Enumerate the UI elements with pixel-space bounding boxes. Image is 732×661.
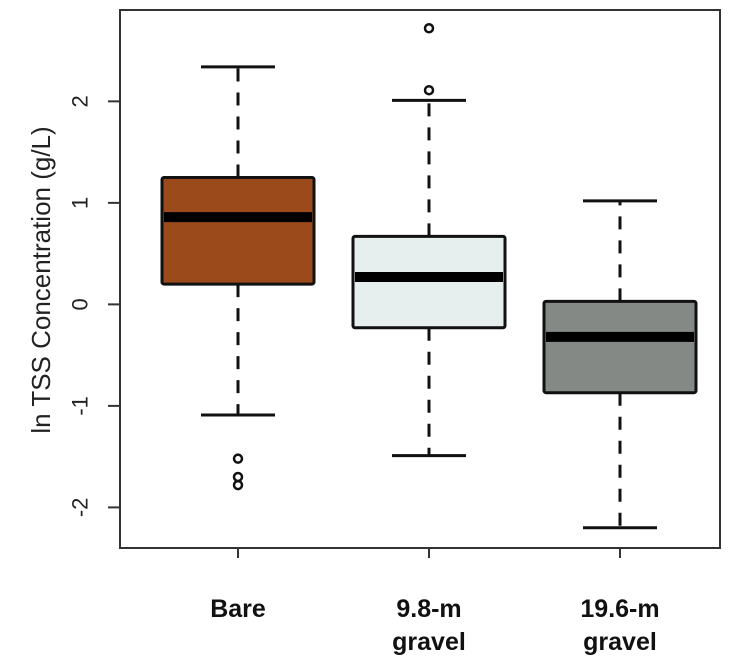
x-axis-labels: Bare 9.8-m gravel 19.6-m gravel: [210, 548, 660, 656]
iqr-box: [160, 175, 316, 286]
y-axis-title: ln TSS Concentration (g/L): [26, 126, 56, 433]
y-tick-label: 1: [68, 197, 93, 209]
iqr-box: [351, 234, 507, 330]
outlier-point: [232, 453, 244, 464]
y-tick-label: -1: [68, 396, 93, 416]
category-label: gravel: [583, 628, 657, 656]
box-group: [160, 65, 316, 491]
outlier-point: [232, 471, 244, 483]
iqr-box: [542, 299, 698, 395]
category-label: Bare: [210, 595, 266, 623]
box-group: [351, 23, 507, 458]
outlier-point: [423, 23, 435, 34]
category-label: 19.6-m: [580, 595, 659, 623]
y-tick-label: 2: [68, 95, 93, 107]
y-axis: -2 -1 0 1 2: [68, 95, 120, 518]
outlier-point: [232, 479, 244, 491]
box-series: [160, 23, 698, 530]
category-label: gravel: [392, 628, 466, 656]
plot-frame: [119, 9, 721, 549]
outlier-point: [423, 84, 435, 96]
y-tick-label: -2: [68, 498, 93, 518]
category-label: 9.8-m: [396, 595, 461, 623]
box-group: [542, 199, 698, 530]
y-tick-label: 0: [68, 298, 93, 310]
